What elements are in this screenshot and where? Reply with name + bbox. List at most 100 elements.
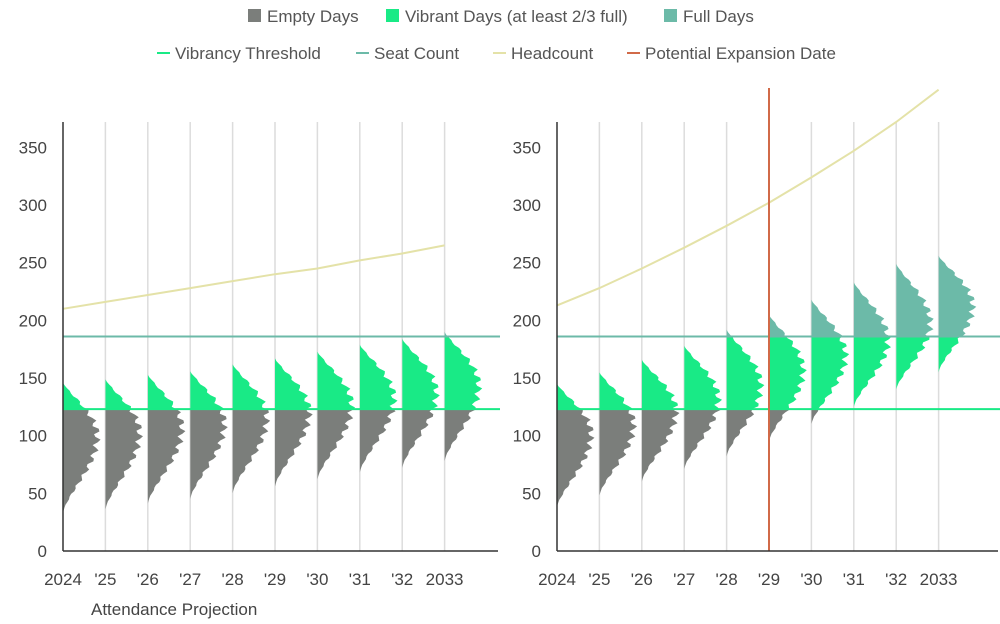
- attendance-distribution: [641, 64, 684, 482]
- attendance-distribution: [557, 64, 599, 508]
- attendance-distribution: [359, 64, 402, 473]
- vibrant-days-area: [147, 374, 186, 410]
- full-days-area: [190, 64, 232, 336]
- vibrant-days-area: [557, 383, 595, 410]
- x-tick-label: 2033: [426, 570, 464, 589]
- vibrant-days-area: [63, 382, 101, 410]
- attendance-distribution: [147, 374, 186, 504]
- empty-days-area: [939, 409, 981, 551]
- x-tick-label: 2024: [538, 570, 576, 589]
- y-tick-label: 300: [19, 196, 47, 215]
- empty-days-area: [641, 409, 680, 482]
- attendance-distribution: [317, 64, 359, 480]
- legend-swatch: [248, 9, 261, 22]
- vibrant-days-area: [317, 351, 356, 410]
- attendance-distribution: [190, 64, 232, 500]
- y-tick-label: 250: [513, 254, 541, 273]
- empty-days-area: [769, 409, 807, 442]
- empty-days-area: [854, 409, 896, 551]
- headcount-line: [556, 88, 940, 307]
- legend-line-item-0: Vibrancy Threshold: [157, 44, 321, 63]
- chart-panels: 0 50 100 150 200 250 300 350 2024 '25 '26 '27 '28 '29…: [19, 64, 1000, 589]
- empty-days-area: [359, 409, 398, 473]
- full-days-area: [642, 64, 684, 336]
- full-days-area: [233, 64, 275, 336]
- y-tick-label: 350: [513, 138, 541, 157]
- legend-label: Full Days: [683, 7, 754, 26]
- empty-days-area: [105, 409, 143, 510]
- empty-days-area: [190, 409, 228, 500]
- vibrant-days-area: [811, 336, 850, 410]
- x-tick-label: '29: [758, 570, 780, 589]
- full-days-area: [726, 329, 765, 337]
- attendance-distribution: [684, 64, 726, 470]
- x-tick-label: '28: [716, 570, 738, 589]
- x-tick-label: '32: [391, 570, 413, 589]
- vibrant-days-area: [359, 344, 398, 410]
- legend-line-item-3: Potential Expansion Date: [627, 44, 836, 63]
- y-tick-label: 150: [19, 369, 47, 388]
- y-tick-label: 100: [19, 427, 47, 446]
- full-days-area: [811, 299, 850, 337]
- attendance-distribution: [769, 314, 807, 442]
- attendance-distribution: [599, 64, 641, 496]
- legend-swatch: [664, 9, 677, 22]
- vibrant-days-area: [402, 338, 440, 410]
- x-tick-label: '26: [137, 570, 159, 589]
- legend-label: Empty Days: [267, 7, 359, 26]
- vibrant-days-area: [232, 364, 271, 410]
- vibrant-days-area: [938, 336, 977, 373]
- chart-caption: Attendance Projection: [91, 600, 257, 619]
- attendance-distribution: [232, 64, 275, 494]
- x-tick-label: '31: [843, 570, 865, 589]
- vibrant-days-area: [275, 358, 313, 410]
- y-tick-label: 0: [38, 542, 47, 561]
- x-tick-label: 2024: [44, 570, 82, 589]
- legend-label: Vibrancy Threshold: [175, 44, 321, 63]
- vibrant-days-area: [769, 336, 807, 410]
- legend: Empty Days Vibrant Days (at least 2/3 ful…: [157, 7, 836, 63]
- x-tick-label: '30: [306, 570, 328, 589]
- full-days-area: [360, 64, 402, 336]
- legend-swatch: [386, 9, 399, 22]
- x-tick-label: '27: [179, 570, 201, 589]
- full-days-area: [317, 64, 359, 336]
- y-tick-label: 350: [19, 138, 47, 157]
- chart-panel-1: 0 50 100 150 200 250 300 350 2024 '25 '26 '27 '28 '29…: [19, 64, 500, 589]
- empty-days-area: [684, 409, 722, 470]
- x-tick-label: '27: [673, 570, 695, 589]
- x-tick-label: '30: [800, 570, 822, 589]
- x-tick-label: '29: [264, 570, 286, 589]
- vibrant-days-area: [684, 345, 722, 410]
- vibrant-days-area: [105, 379, 143, 410]
- empty-days-area: [811, 409, 850, 425]
- legend-line-item-2: Headcount: [493, 44, 594, 63]
- legend-label: Seat Count: [374, 44, 459, 63]
- full-days-area: [557, 64, 599, 336]
- empty-days-area: [444, 409, 483, 462]
- attendance-distribution: [444, 331, 483, 462]
- attendance-distribution: [811, 299, 850, 425]
- legend-label: Potential Expansion Date: [645, 44, 836, 63]
- full-days-area: [444, 331, 483, 337]
- full-days-area: [275, 64, 317, 336]
- y-tick-label: 50: [522, 484, 541, 503]
- headcount-line: [62, 244, 445, 310]
- full-days-area: [684, 64, 726, 336]
- legend-label: Headcount: [511, 44, 594, 63]
- legend-item-0: Empty Days: [248, 7, 359, 26]
- x-tick-label: '28: [222, 570, 244, 589]
- empty-days-area: [599, 409, 638, 496]
- attendance-distribution: [938, 255, 981, 551]
- empty-days-area: [63, 409, 101, 513]
- empty-days-area: [232, 409, 271, 494]
- vibrant-days-area: [190, 371, 228, 410]
- full-days-area: [769, 314, 807, 337]
- full-days-area: [599, 64, 641, 336]
- full-days-area: [63, 64, 105, 336]
- vibrant-days-area: [853, 336, 892, 407]
- full-days-area: [853, 282, 892, 337]
- legend-label: Vibrant Days (at least 2/3 full): [405, 7, 628, 26]
- full-days-area: [402, 64, 444, 336]
